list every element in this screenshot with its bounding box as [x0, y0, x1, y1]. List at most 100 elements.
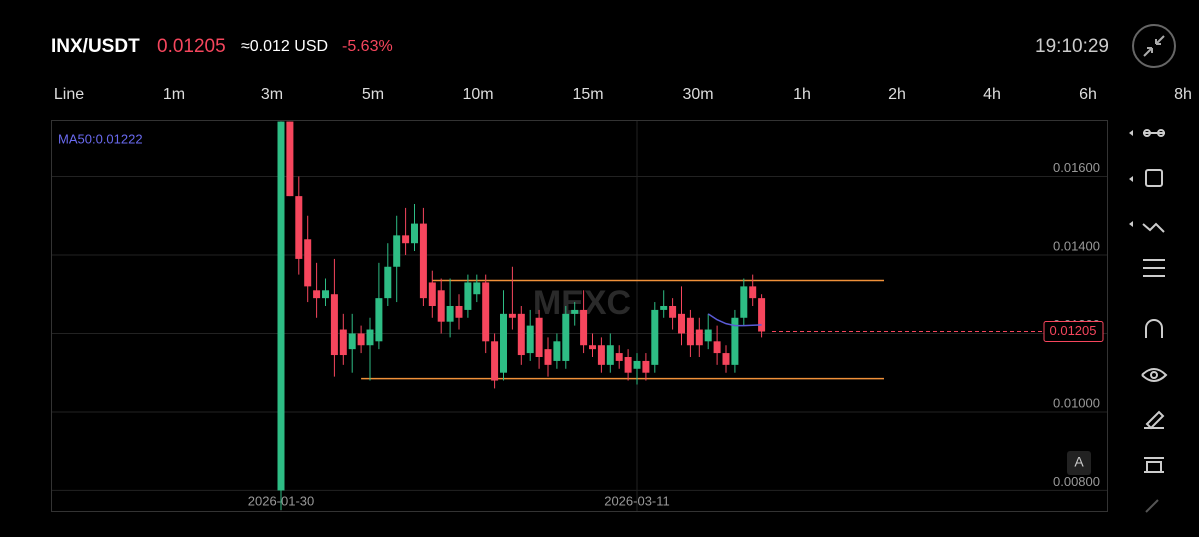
candle-body	[740, 286, 748, 318]
candle-body	[571, 309, 579, 314]
candle-body	[313, 290, 321, 299]
candle-body	[517, 313, 525, 356]
candle-body	[642, 360, 650, 373]
collapse-button[interactable]	[1132, 24, 1176, 68]
timeframe[interactable]: 30m	[682, 86, 713, 103]
candle-body	[375, 298, 383, 342]
candle-body	[660, 305, 668, 310]
candle-body	[482, 282, 490, 342]
candle-body	[348, 333, 356, 350]
tool-layout[interactable]	[1144, 457, 1164, 473]
candle-body	[508, 313, 516, 318]
chart-frame	[51, 120, 1108, 512]
candle-body	[402, 235, 410, 244]
tool-dot[interactable]	[1157, 129, 1165, 137]
candle-body	[713, 341, 721, 354]
candle-body	[597, 345, 605, 365]
candle-body	[295, 196, 303, 259]
candle-body	[535, 317, 543, 358]
change: -5.63%	[342, 38, 393, 55]
timeframe[interactable]: Line	[54, 86, 84, 103]
candle-body	[277, 121, 285, 491]
candle-body	[553, 341, 561, 361]
candle-body	[464, 282, 472, 310]
y-tick-label: 0.01600	[1053, 160, 1100, 175]
candle-body	[544, 349, 552, 365]
last-price-label: 0.01205	[1050, 323, 1097, 338]
candle-body	[678, 313, 685, 334]
y-tick-label: 0.01000	[1053, 395, 1100, 410]
timeframe[interactable]: 6h	[1079, 86, 1097, 103]
candle-body	[357, 333, 365, 346]
candle-body	[615, 353, 623, 361]
candle-body	[428, 282, 436, 306]
last-price-tag	[1043, 320, 1104, 342]
candle-body	[437, 290, 445, 322]
tool-fib[interactable]	[1143, 259, 1165, 277]
tool-arrows	[1129, 130, 1133, 227]
candle-body	[749, 286, 757, 299]
candle-body	[446, 305, 454, 322]
ma-line	[707, 313, 762, 327]
timeframe[interactable]: 3m	[261, 86, 283, 103]
ma-label: MA50:0.01222	[58, 131, 143, 146]
candle-body	[322, 290, 329, 299]
timeframe[interactable]: 8h	[1174, 86, 1192, 103]
pair: INX/USDT	[51, 36, 140, 57]
candle-body	[580, 309, 588, 346]
candle-body	[624, 357, 632, 373]
candle-body	[286, 121, 294, 197]
candle-body	[339, 329, 347, 356]
candle-body	[330, 294, 338, 356]
timeframe[interactable]: 5m	[362, 86, 384, 103]
auto-button[interactable]	[1067, 451, 1091, 475]
timeframe[interactable]: 1h	[793, 86, 811, 103]
candle-body	[500, 313, 507, 373]
candle-body	[606, 345, 614, 365]
timeframe[interactable]: 4h	[983, 86, 1001, 103]
timeframe[interactable]: 10m	[462, 86, 493, 103]
tool-shape[interactable]	[1145, 169, 1163, 187]
x-tick-label: 2026-01-30	[248, 493, 315, 508]
tool-eye-pupil[interactable]	[1150, 371, 1158, 379]
candle-body	[651, 309, 659, 365]
x-tick-label: 2026-03-11	[604, 493, 670, 508]
auto-label: A	[1074, 454, 1084, 470]
timeframe[interactable]: 1m	[163, 86, 185, 103]
candle-body	[393, 235, 401, 267]
candle-body	[304, 239, 312, 287]
timeframe[interactable]: 2h	[888, 86, 906, 103]
candle-body	[526, 325, 534, 354]
tool-dot[interactable]	[1143, 129, 1151, 137]
candle-body	[686, 317, 694, 346]
clock: 19:10:29	[1035, 36, 1109, 57]
tool-magnet[interactable]	[1145, 319, 1163, 338]
candle-body	[455, 305, 463, 318]
candle-body	[562, 313, 570, 361]
candle-body	[695, 329, 703, 346]
candle-body	[722, 353, 730, 365]
tool-wave[interactable]	[1142, 222, 1165, 233]
candle-body	[473, 282, 481, 295]
tool-pen[interactable]	[1144, 410, 1165, 430]
y-tick-label: 0.00800	[1053, 474, 1100, 489]
timeframe[interactable]: 15m	[572, 86, 603, 103]
price: 0.01205	[157, 36, 226, 57]
candle-body	[366, 329, 374, 346]
tool-more[interactable]	[1145, 499, 1159, 513]
candle-body	[589, 345, 596, 350]
toolbar	[1141, 129, 1168, 513]
y-tick-label: 0.01400	[1053, 238, 1100, 253]
candle-body	[419, 223, 427, 299]
candle-body	[633, 360, 641, 369]
candle-body	[384, 266, 392, 299]
candle-body	[731, 317, 739, 365]
usd-price: ≈0.012 USD	[241, 38, 328, 55]
candle-body	[411, 223, 418, 244]
candle-body	[758, 298, 766, 332]
candle-body	[669, 305, 677, 318]
tool-eye[interactable]	[1141, 368, 1168, 382]
candle-body	[704, 329, 712, 342]
